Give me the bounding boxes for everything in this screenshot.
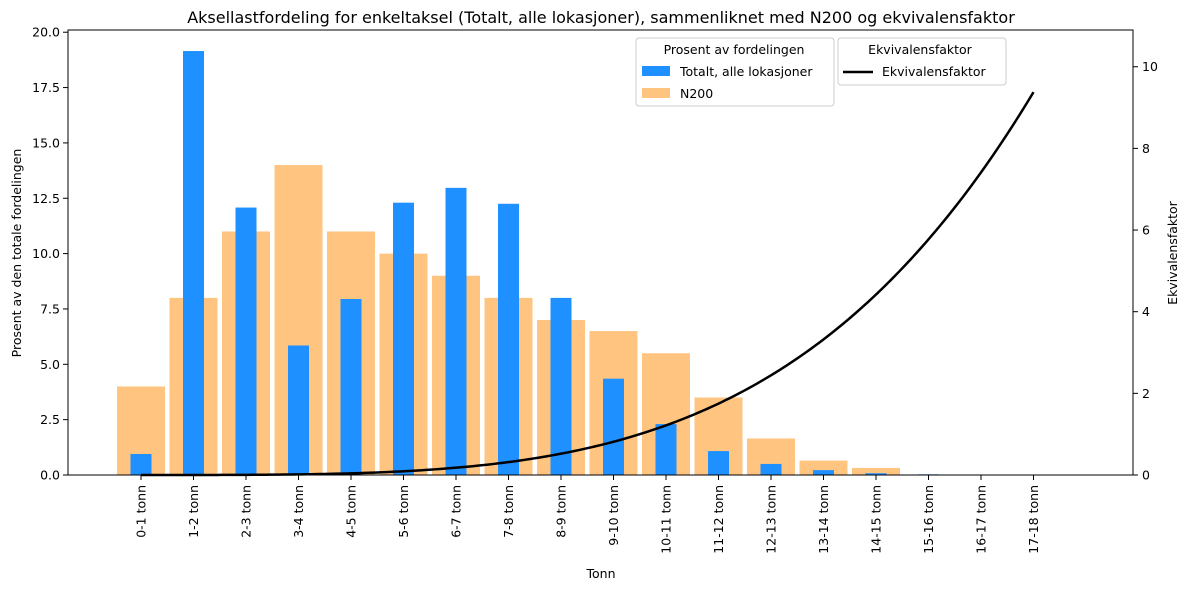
y2-tick-label-5: 10 [1142, 59, 1158, 74]
x-tick-label-0: 0-1 tonn [134, 485, 149, 538]
legend-secondary-box [837, 37, 1007, 86]
legend-swatch-n200 [642, 88, 670, 98]
x-tick-label-14: 14-15 tonn [869, 485, 884, 554]
y-tick-label-3: 7.5 [40, 301, 60, 316]
y-tick-label-4: 10.0 [32, 246, 60, 261]
legend-primary-box [635, 37, 835, 107]
bar-total-10 [655, 424, 677, 475]
x-tick-label-4: 4-5 tonn [344, 485, 359, 538]
y-tick-label-7: 17.5 [32, 80, 60, 95]
legend-secondary: Ekvivalensfaktor Ekvivalensfaktor [837, 37, 1007, 86]
bar-total-0 [130, 453, 152, 475]
x-tick-label-16: 16-17 tonn [974, 485, 989, 554]
y2-axis-label: Ekvivalensfaktor [1165, 200, 1180, 305]
y2-tick-label-4: 8 [1142, 141, 1150, 156]
x-tick-label-15: 15-16 tonn [921, 485, 936, 554]
x-tick-label-5: 5-6 tonn [396, 485, 411, 538]
x-tick-label-7: 7-8 tonn [501, 485, 516, 538]
bar-total-2 [235, 207, 257, 475]
x-axis: 0-1 tonn 1-2 tonn 2-3 tonn 3-4 tonn 4-5 tonn… [134, 475, 1041, 554]
y2-tick-label-1: 2 [1142, 386, 1150, 401]
x-tick-label-11: 11-12 tonn [711, 485, 726, 554]
legend-label-equiv: Ekvivalensfaktor [882, 64, 987, 79]
bar-total-1 [183, 51, 204, 475]
equivalence-line-group [141, 91, 1035, 477]
bar-total-4 [340, 298, 362, 475]
x-tick-label-10: 10-11 tonn [659, 485, 674, 554]
y-tick-label-6: 15.0 [32, 135, 60, 150]
legend-label-total: Totalt, alle lokasjoner [679, 64, 813, 79]
bar-n200-13 [799, 460, 848, 475]
x-tick-label-1: 1-2 tonn [186, 485, 201, 538]
bar-total-12 [760, 463, 782, 475]
y-tick-label-8: 20.0 [32, 25, 60, 40]
y-axis-label: Prosent av den totale fordelingen [9, 149, 24, 358]
bar-total-9 [603, 378, 624, 475]
y-tick-label-1: 2.5 [40, 412, 60, 427]
x-tick-label-17: 17-18 tonn [1026, 485, 1041, 554]
bar-total-13 [813, 470, 834, 475]
y-tick-label-5: 12.5 [32, 191, 60, 206]
legend-secondary-title: Ekvivalensfaktor [868, 42, 973, 57]
y-tick-label-0: 0.0 [40, 468, 60, 483]
x-tick-label-6: 6-7 tonn [449, 485, 464, 538]
x-tick-label-12: 12-13 tonn [764, 485, 779, 554]
x-tick-label-13: 13-14 tonn [816, 485, 831, 554]
y-tick-label-2: 5.0 [40, 357, 60, 372]
y2-tick-label-3: 6 [1142, 223, 1150, 238]
bar-total-6 [445, 187, 467, 475]
left-axis: 0.0 2.5 5.0 7.5 10.0 12.5 15.0 17.5 20.0 [32, 25, 68, 483]
y2-tick-label-0: 0 [1142, 468, 1150, 483]
legend-primary-title: Prosent av fordelingen [664, 42, 805, 57]
bar-total-11 [708, 451, 729, 475]
x-tick-label-3: 3-4 tonn [291, 485, 306, 538]
bar-total-3 [288, 345, 309, 475]
bar-total-8 [550, 297, 572, 475]
legend-primary: Prosent av fordelingen Totalt, alle loka… [635, 37, 835, 107]
bar-total-5 [393, 202, 414, 475]
x-axis-label: Tonn [585, 566, 615, 581]
plot-frame [67, 29, 1134, 476]
total-bars [130, 51, 1044, 476]
bar-n200-14 [852, 467, 900, 475]
chart-title: Aksellastfordeling for enkeltaksel (Tota… [187, 8, 1015, 27]
right-axis: 0 2 4 6 8 10 [1133, 59, 1158, 483]
x-tick-label-9: 9-10 tonn [606, 485, 621, 546]
legend-swatch-total [642, 66, 670, 76]
y2-tick-label-2: 4 [1142, 304, 1150, 319]
legend-label-n200: N200 [680, 86, 713, 101]
bar-total-7 [498, 203, 519, 476]
x-tick-label-2: 2-3 tonn [239, 485, 254, 538]
x-tick-label-8: 8-9 tonn [554, 485, 569, 538]
equivalence-line [141, 91, 1035, 477]
bar-total-14 [865, 473, 887, 475]
